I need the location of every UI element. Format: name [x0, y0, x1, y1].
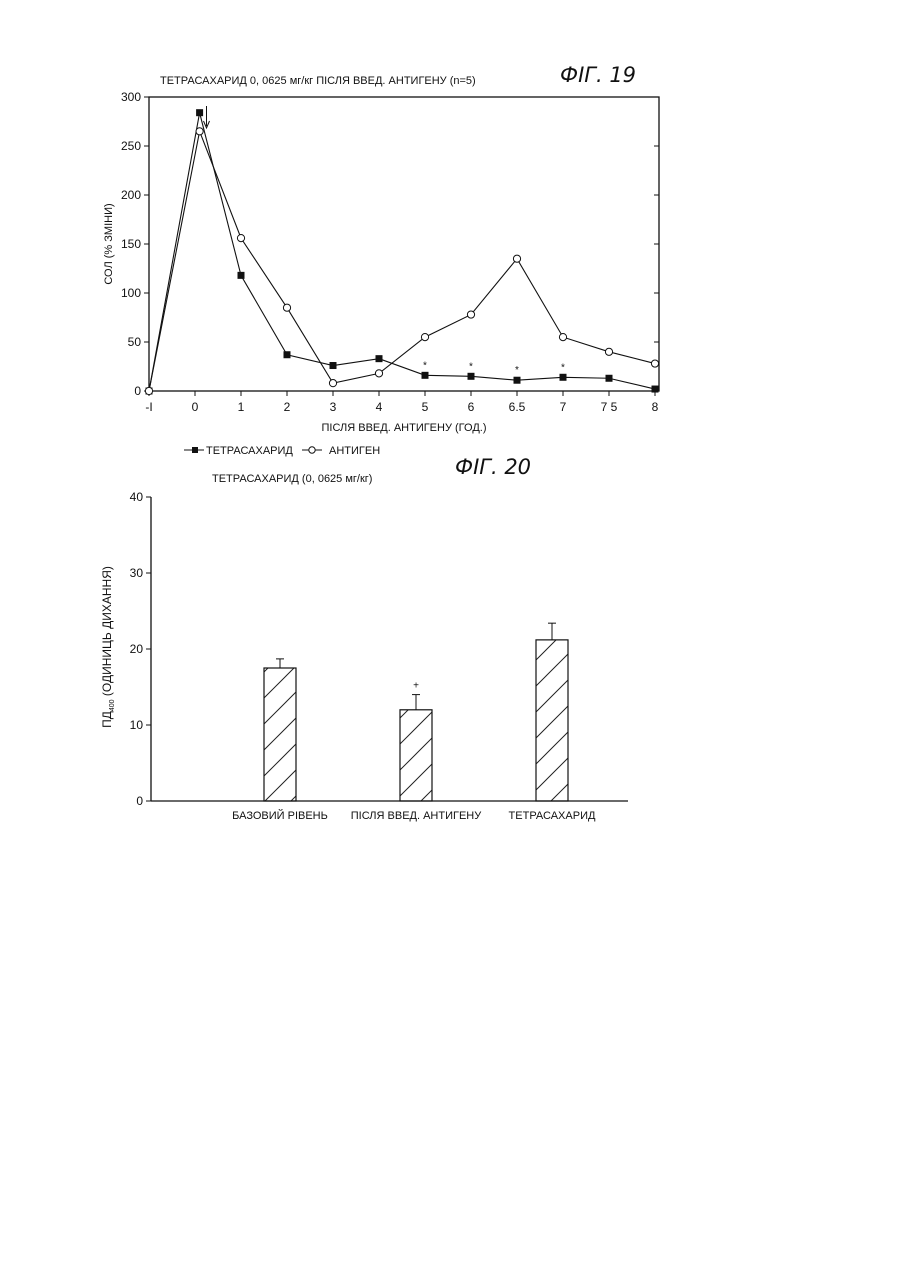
x-tick-label: 6	[468, 400, 475, 414]
fig19-plot-frame	[149, 97, 659, 391]
x-tick-label: 5	[422, 400, 429, 414]
y-tick-label: 10	[130, 718, 144, 732]
y-tick-label: 0	[134, 384, 141, 398]
x-tick-label: 1	[238, 400, 245, 414]
fig20-label: ФІГ. 20	[455, 455, 531, 479]
fig19-series	[145, 109, 658, 394]
data-point-antigen	[421, 334, 428, 341]
data-point-antigen	[559, 334, 566, 341]
y-label-main: ПД	[100, 711, 114, 728]
fig20-title: ТЕТРАСАХАРИД (0, 0625 мг/кг)	[212, 473, 372, 485]
data-point-antigen	[283, 304, 290, 311]
fig20-y-axis: 0 10 20 30 40	[130, 490, 151, 808]
y-tick-label: 40	[130, 490, 144, 504]
y-tick-label: 150	[121, 237, 141, 251]
fig19-label: ФІГ. 19	[560, 63, 636, 87]
data-point-tetrasaccharide	[284, 351, 291, 358]
legend-label-antigen: АНТИГЕН	[329, 445, 380, 457]
fig19-arrow-annotation	[204, 106, 210, 128]
data-point-tetrasaccharide	[376, 355, 383, 362]
y-tick-label: 0	[136, 794, 143, 808]
y-tick-label: 20	[130, 642, 144, 656]
fig19-title: ТЕТРАСАХАРИД 0, 0625 мг/кг ПІСЛЯ ВВЕД. А…	[160, 75, 476, 87]
fig19-x-axis-label: ПІСЛЯ ВВЕД. АНТИГЕНУ (ГОД.)	[321, 422, 486, 434]
data-point-tetrasaccharide	[238, 272, 245, 279]
bar	[264, 668, 296, 801]
fig20-bars: +	[264, 623, 568, 801]
filled-square-icon	[192, 447, 198, 453]
x-tick-label: 7 5	[601, 400, 618, 414]
category-label: ТЕТРАСАХАРИД	[509, 810, 596, 822]
bar-annotation: +	[413, 681, 419, 692]
data-point-tetrasaccharide	[330, 362, 337, 369]
series-line-antigen	[149, 131, 655, 391]
figure-20: ФІГ. 20 ТЕТРАСАХАРИД (0, 0625 мг/кг) 0 10…	[100, 455, 628, 822]
data-point-antigen	[375, 370, 382, 377]
data-point-antigen	[605, 348, 612, 355]
data-point-tetrasaccharide	[422, 372, 429, 379]
significance-asterisk: *	[561, 362, 565, 373]
data-point-antigen	[237, 235, 244, 242]
legend-label-tetrasaccharide: ТЕТРАСАХАРИД	[206, 445, 293, 457]
fig19-significance-markers: * * * *	[423, 360, 565, 376]
y-tick-label: 200	[121, 188, 141, 202]
x-tick-label: 3	[330, 400, 337, 414]
y-tick-label: 250	[121, 139, 141, 153]
data-point-tetrasaccharide	[606, 375, 613, 382]
fig20-y-axis-label: ПД400 (ОДИНИЦЬ ДИХАННЯ)	[100, 566, 116, 728]
figure-19: ТЕТРАСАХАРИД 0, 0625 мг/кг ПІСЛЯ ВВЕД. А…	[103, 63, 659, 457]
data-point-antigen	[513, 255, 520, 262]
data-point-tetrasaccharide	[468, 373, 475, 380]
data-point-antigen	[651, 360, 658, 367]
fig20-x-axis: БАЗОВИЙ РІВЕНЬ ПІСЛЯ ВВЕД. АНТИГЕНУ ТЕТРАС…	[232, 809, 596, 822]
significance-asterisk: *	[469, 361, 473, 372]
fig19-y-axis-label: СОЛ (% ЗМІНИ)	[103, 203, 115, 284]
y-tick-label: 300	[121, 90, 141, 104]
data-point-antigen	[329, 380, 336, 387]
data-point-tetrasaccharide	[652, 386, 659, 393]
data-point-tetrasaccharide	[514, 377, 521, 384]
x-tick-label: 2	[284, 400, 291, 414]
significance-asterisk: *	[515, 365, 519, 376]
x-tick-label: 0	[192, 400, 199, 414]
data-point-antigen	[467, 311, 474, 318]
y-tick-label: 30	[130, 566, 144, 580]
y-tick-label: 50	[128, 335, 142, 349]
x-tick-label: 6.5	[509, 400, 526, 414]
x-tick-label: 7	[560, 400, 567, 414]
bar	[536, 640, 568, 801]
data-point-tetrasaccharide	[560, 374, 567, 381]
y-tick-label: 100	[121, 286, 141, 300]
data-point-antigen	[196, 128, 203, 135]
x-tick-label: 4	[376, 400, 383, 414]
y-label-rest: (ОДИНИЦЬ ДИХАННЯ)	[100, 566, 114, 699]
fig19-x-axis: -I 0 1 2 3 4 5 6 6.5 7 7 5 8	[145, 391, 658, 414]
category-label: БАЗОВИЙ РІВЕНЬ	[232, 809, 328, 822]
series-line-tetrasaccharide	[149, 113, 655, 391]
bar	[400, 710, 432, 801]
significance-asterisk: *	[423, 360, 427, 371]
y-label-subscript: 400	[109, 699, 116, 711]
data-point-antigen	[145, 387, 152, 394]
category-label: ПІСЛЯ ВВЕД. АНТИГЕНУ	[351, 810, 482, 822]
fig19-legend: ТЕТРАСАХАРИД АНТИГЕН	[184, 445, 380, 457]
x-tick-label: -I	[145, 400, 152, 414]
x-tick-label: 8	[652, 400, 659, 414]
open-circle-icon	[309, 447, 315, 453]
data-point-tetrasaccharide	[196, 109, 203, 116]
